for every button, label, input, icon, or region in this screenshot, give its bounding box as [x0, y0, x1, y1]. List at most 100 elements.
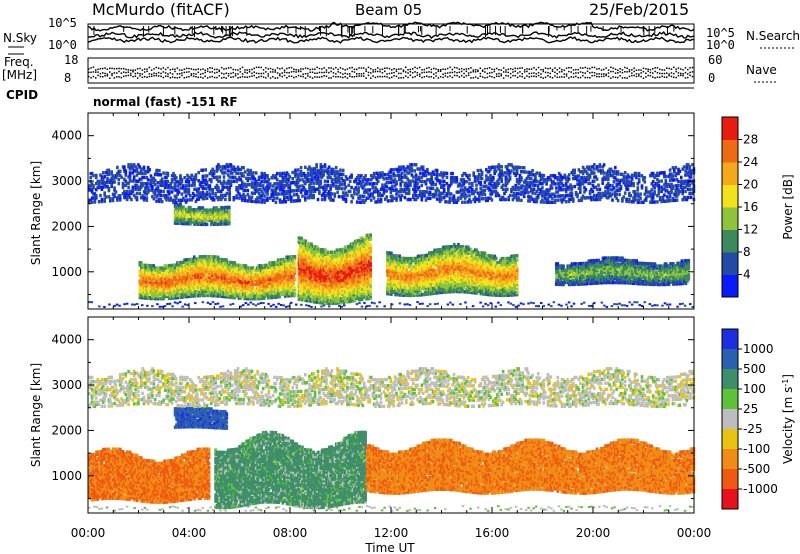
echo-cell — [352, 286, 356, 291]
echo-cell — [311, 293, 315, 298]
freq-dot — [465, 75, 468, 77]
echo-cell — [219, 265, 223, 270]
echo-cell — [255, 294, 259, 299]
echo-cell — [304, 278, 308, 282]
echo-cell — [300, 281, 303, 285]
echo-cell — [341, 296, 344, 301]
freq-dot — [687, 76, 689, 79]
echo-cell — [359, 295, 363, 300]
freq-dot — [267, 73, 269, 75]
echo-cell — [141, 279, 144, 284]
echo-cell — [145, 267, 149, 272]
echo-cell — [208, 267, 211, 271]
echo-cell — [173, 286, 176, 290]
echo-cell — [283, 269, 287, 274]
echo-cell — [240, 268, 244, 272]
echo-cell — [344, 284, 347, 288]
echo-cell — [286, 290, 290, 294]
echo-cell — [290, 261, 294, 265]
echo-cell — [308, 254, 312, 258]
echo-cell — [398, 279, 402, 283]
echo-cell — [241, 274, 245, 278]
echo-cell — [223, 262, 227, 266]
freq-dot — [153, 68, 155, 70]
echo-cell — [254, 272, 258, 276]
echo-cell — [392, 256, 396, 260]
echo-cell — [209, 261, 213, 265]
echo-cell — [226, 287, 230, 291]
freq-dot — [136, 68, 139, 70]
echo-cell — [237, 276, 241, 280]
echo-cell — [236, 269, 239, 274]
freq-dot — [661, 75, 663, 78]
echo-cell — [255, 272, 259, 276]
echo-cell — [314, 282, 318, 286]
echo-cell — [138, 289, 142, 294]
echo-cell — [165, 284, 168, 288]
echo-cell — [387, 267, 390, 271]
echo-cell — [187, 292, 190, 297]
echo-cell — [207, 275, 210, 279]
echo-cell — [145, 296, 149, 300]
echo-cell — [313, 300, 316, 304]
echo-cell — [184, 286, 188, 291]
echo-cell — [322, 276, 326, 281]
freq-dot — [185, 71, 188, 73]
echo-cell — [272, 260, 276, 265]
echo-cell — [186, 262, 189, 266]
echo-cell — [236, 284, 239, 288]
freq-dot — [439, 75, 442, 78]
freq-dot — [395, 75, 398, 78]
echo-cell — [369, 272, 372, 276]
echo-cell — [170, 296, 174, 300]
echo-cell — [191, 273, 195, 278]
echo-cell — [360, 263, 364, 267]
freq-dot — [565, 75, 568, 77]
freq-dot — [495, 75, 498, 77]
echo-cell — [246, 278, 249, 282]
echo-cell — [355, 280, 358, 284]
freq-dot — [519, 75, 521, 77]
echo-cell — [214, 277, 217, 282]
freq-dot — [109, 71, 111, 73]
echo-cell — [174, 263, 178, 267]
echo-cell — [359, 257, 363, 261]
freq-dot — [572, 69, 575, 71]
freq-dot — [416, 74, 419, 76]
echo-cell — [317, 266, 320, 270]
echo-cell — [139, 261, 143, 265]
echo-cell — [187, 288, 190, 292]
echo-cell — [315, 280, 319, 284]
echo-cell — [356, 249, 360, 253]
echo-cell — [328, 283, 332, 287]
echo-cell — [156, 292, 160, 297]
echo-cell — [265, 275, 269, 280]
echo-cell — [226, 272, 230, 277]
echo-cell — [353, 272, 357, 276]
echo-cell — [187, 262, 190, 266]
freq-dot — [509, 68, 512, 70]
echo-cell — [368, 251, 371, 256]
echo-cell — [142, 275, 146, 280]
freq-dot — [477, 70, 479, 73]
freq-dot — [148, 66, 151, 69]
freq-dot — [164, 75, 167, 77]
echo-cell — [177, 283, 181, 287]
freq-dot — [274, 71, 276, 73]
echo-cell — [321, 280, 325, 285]
freq-dot — [407, 69, 409, 71]
echo-cell — [289, 292, 293, 296]
echo-cell — [281, 280, 284, 284]
echo-cell — [254, 297, 258, 301]
echo-cell — [265, 288, 269, 292]
echo-cell — [170, 267, 174, 272]
freq-dot — [402, 69, 405, 71]
freq-dot — [102, 67, 104, 70]
echo-cell — [240, 290, 244, 294]
freq-dot — [414, 75, 416, 78]
echo-cell — [264, 276, 267, 280]
freq-dot — [111, 72, 113, 75]
echo-cell — [173, 294, 176, 298]
freq-dot — [109, 77, 111, 79]
echo-cell — [275, 272, 279, 277]
